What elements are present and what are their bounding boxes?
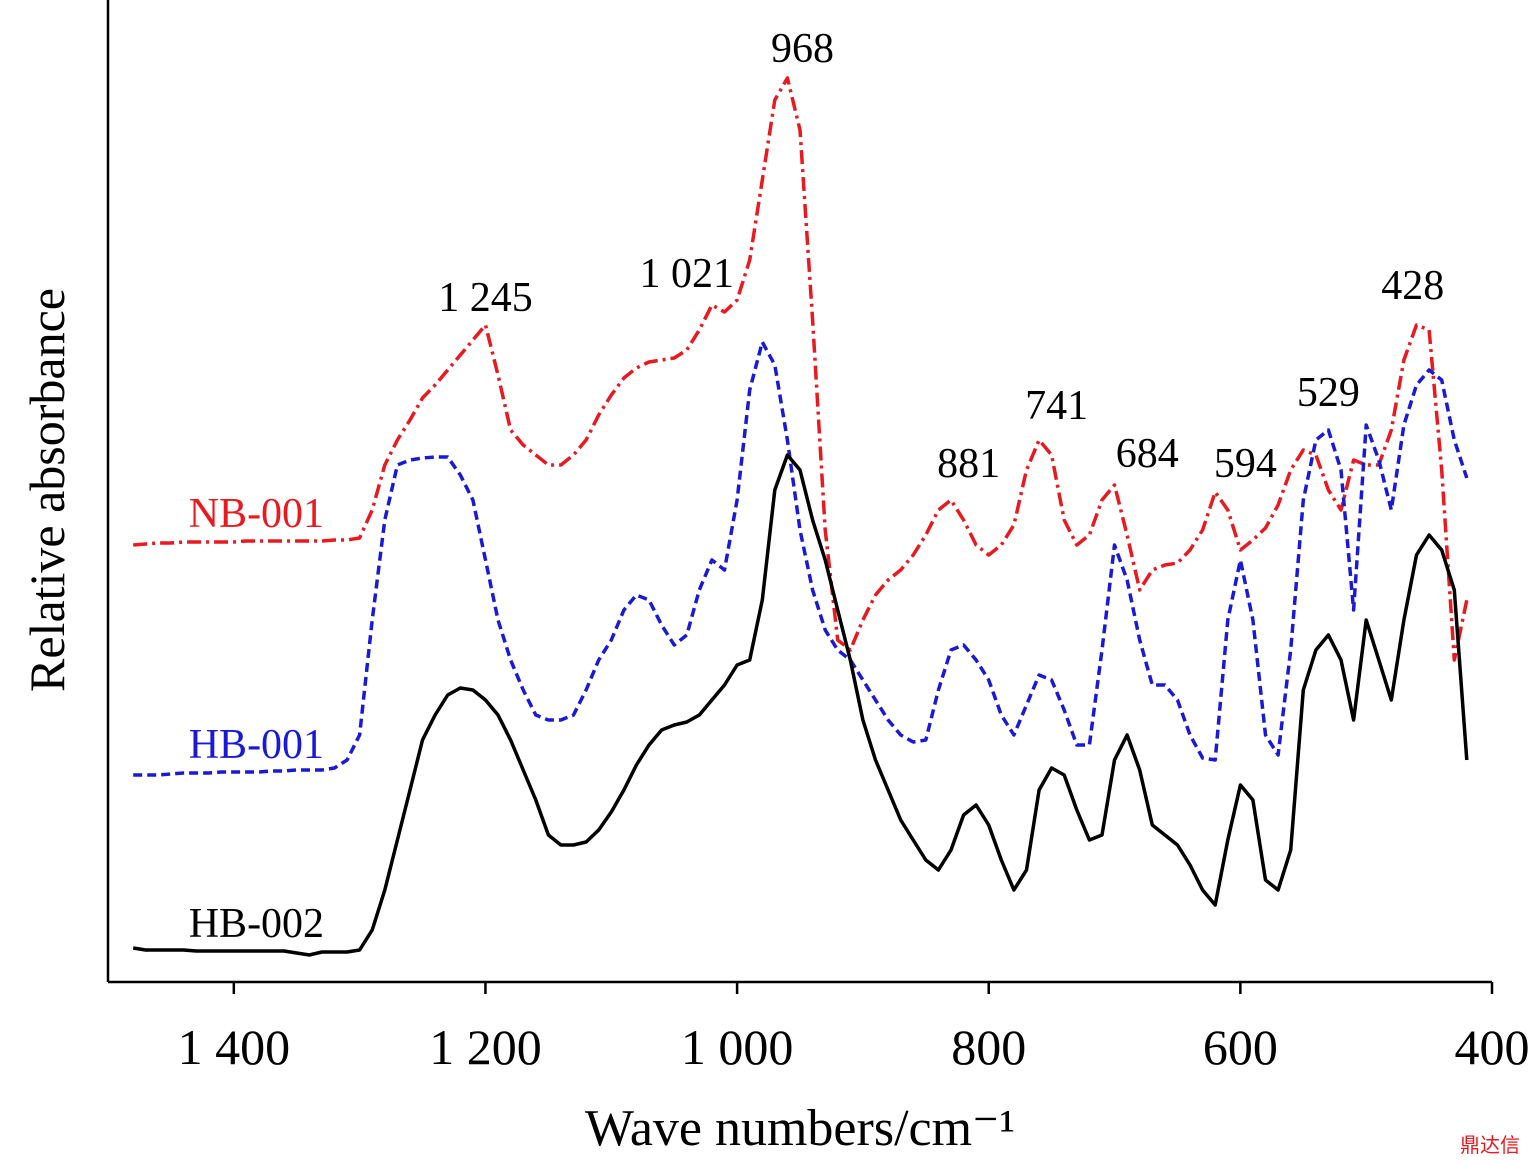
x-tick-label: 1 000 bbox=[681, 1019, 794, 1075]
series-line bbox=[132, 453, 1469, 957]
series-label: NB-001 bbox=[189, 491, 324, 537]
peak-label: 741 bbox=[1025, 383, 1088, 429]
series-line bbox=[133, 76, 1469, 662]
x-tick-label: 800 bbox=[951, 1019, 1026, 1075]
peak-label: 428 bbox=[1381, 263, 1444, 309]
peak-label: 881 bbox=[937, 441, 1000, 487]
x-tick-label: 1 200 bbox=[429, 1019, 542, 1075]
peak-label: 529 bbox=[1297, 370, 1360, 416]
x-tick-label: 400 bbox=[1455, 1019, 1530, 1075]
peak-label: 594 bbox=[1214, 441, 1277, 487]
series-line bbox=[133, 340, 1469, 777]
peak-label: 1 245 bbox=[438, 275, 533, 321]
x-tick-label: 600 bbox=[1203, 1019, 1278, 1075]
peak-label: 968 bbox=[771, 26, 834, 72]
watermark: 鼎达信 bbox=[1460, 1134, 1520, 1157]
peak-label: 684 bbox=[1116, 431, 1179, 477]
x-tick-label: 1 400 bbox=[178, 1019, 291, 1075]
peak-label: 1 021 bbox=[640, 251, 735, 297]
series-label: HB-002 bbox=[189, 901, 324, 947]
y-axis-title: Relative absorbance bbox=[19, 288, 75, 692]
series-label: HB-001 bbox=[189, 722, 324, 768]
x-axis-title: Wave numbers/cm⁻¹ bbox=[585, 1100, 1015, 1157]
